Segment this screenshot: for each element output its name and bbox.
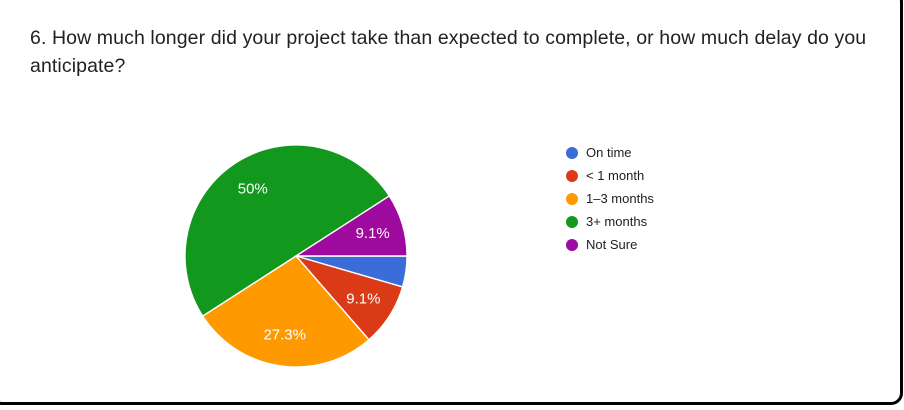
pie-slice-not-sure[interactable] — [293, 194, 408, 257]
legend-item-on-time: On time — [566, 141, 654, 164]
pie-slice-label-not-sure: 9.1% — [356, 225, 390, 242]
legend-label: On time — [586, 145, 632, 160]
pie-slice-label-3-months: 50% — [238, 180, 268, 197]
legend-label: < 1 month — [586, 168, 645, 183]
question-title: 6. How much longer did your project take… — [30, 27, 867, 77]
legend-label: 1–3 months — [586, 191, 654, 206]
legend-label: Not Sure — [586, 237, 638, 252]
pie-slice-label-1-month: 9.1% — [346, 291, 380, 308]
legend-swatch-icon — [566, 238, 578, 251]
legend-item-1-3-months: 1–3 months — [566, 187, 654, 210]
legend-item-1-month: < 1 month — [566, 164, 654, 187]
pie-slice-label-1-3-months: 27.3% — [263, 327, 306, 344]
legend-label: 3+ months — [586, 214, 648, 229]
pie-slice-1-3-months[interactable] — [201, 255, 370, 368]
legend-swatch-icon — [566, 169, 578, 182]
chart-legend: On time < 1 month 1–3 months 3+ months Not S… — [566, 141, 654, 256]
legend-swatch-icon — [566, 215, 578, 228]
legend-swatch-icon — [566, 146, 578, 159]
legend-item-not-sure: Not Sure — [566, 233, 654, 256]
legend-item-3-months: 3+ months — [566, 210, 654, 233]
pie-chart: 9.1% 27.3% 50% 9.1% — [184, 144, 408, 368]
legend-swatch-icon — [566, 192, 578, 205]
pie-slice-3-months[interactable] — [184, 144, 391, 318]
